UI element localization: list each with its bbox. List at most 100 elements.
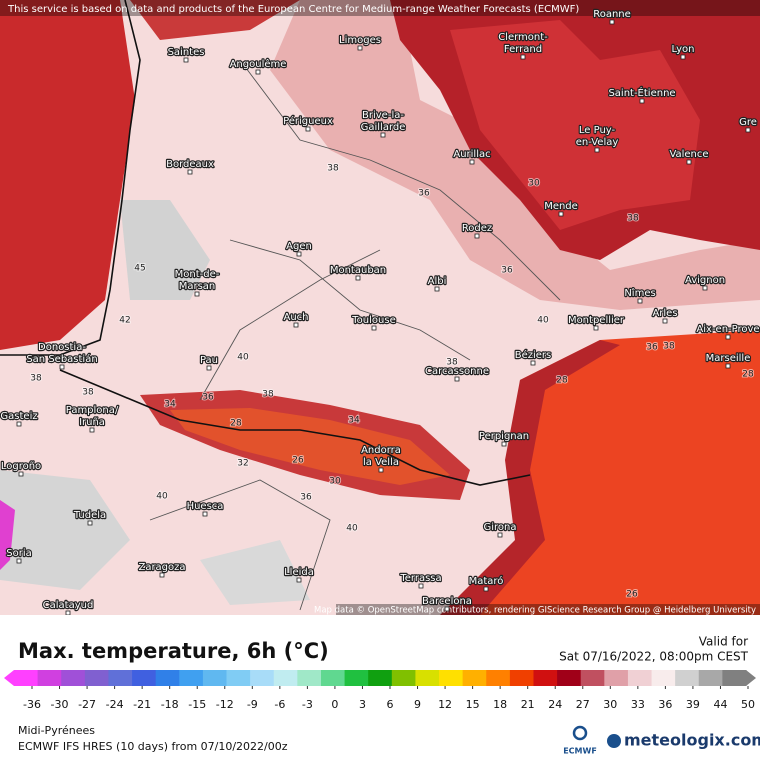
city-label: Nîmes	[624, 287, 655, 299]
city-marker	[187, 169, 193, 175]
city-marker	[418, 583, 424, 589]
contour-label: 30	[329, 477, 341, 487]
city-marker	[357, 45, 363, 51]
city-label: Logroño	[1, 461, 41, 472]
city-label: Pamplona/	[66, 405, 119, 416]
city-label: Gaillarde	[361, 122, 406, 133]
colorbar-tick-label: -27	[78, 698, 96, 711]
colorbar-cell	[462, 670, 487, 686]
colorbar-tick-label: 36	[658, 698, 672, 711]
city-label: la Vella	[363, 457, 399, 468]
brand-icon	[607, 734, 621, 748]
contour-label: 26	[292, 456, 304, 466]
colorbar-tick-label: -6	[274, 698, 285, 711]
contour-label: 28	[556, 376, 568, 386]
legend: Max. temperature, 6h (°C) Valid for Sat …	[4, 635, 760, 756]
colorbar-tick-label: 44	[713, 698, 727, 711]
colorbar-cell	[604, 670, 629, 686]
city-marker	[497, 532, 503, 538]
city-marker	[16, 558, 22, 564]
colorbar-tick-label: 50	[741, 698, 755, 711]
city-label: Carcassonne	[425, 366, 489, 377]
colorbar-cell	[368, 670, 393, 686]
contour-label: 40	[237, 353, 249, 363]
city-label: en-Velay	[576, 137, 619, 148]
city-marker	[296, 251, 302, 257]
city-marker	[594, 147, 600, 153]
contour-label: 45	[134, 264, 145, 274]
city-label: Mataró	[469, 575, 504, 587]
city-label: Aix-en-Prove	[696, 324, 759, 335]
city-marker	[725, 334, 731, 340]
colorbar-cell	[61, 670, 86, 686]
city-marker	[378, 467, 384, 473]
city-marker	[558, 211, 564, 217]
city-marker	[89, 427, 95, 433]
city-label: Terrassa	[399, 573, 441, 584]
city-label: Andorra	[361, 445, 401, 456]
colorbar-tick-label: -36	[23, 698, 41, 711]
city-label: Marseille	[706, 353, 751, 364]
north-hot	[0, 0, 300, 40]
colorbar-tick-label: 39	[686, 698, 700, 711]
city-marker	[593, 325, 599, 331]
city-marker	[530, 360, 536, 366]
colorbar-cell	[250, 670, 275, 686]
contour-label: 30	[528, 179, 540, 189]
colorbar-tick-label: -9	[247, 698, 258, 711]
colorbar-tick-label: -3	[302, 698, 313, 711]
city-label: Auch	[283, 312, 308, 323]
city-label: Montauban	[330, 265, 386, 276]
city-label: Rodez	[462, 223, 492, 234]
city-marker	[609, 19, 615, 25]
colorbar-cell	[533, 670, 558, 686]
colorbar-tick-label: 9	[414, 698, 421, 711]
colorbar-tick-label: 0	[331, 698, 338, 711]
colorbar-cell	[627, 670, 653, 686]
legend-title: Max. temperature, 6h (°C)	[18, 639, 329, 663]
colorbar-tick-label: 33	[631, 698, 645, 711]
colorbar-cell	[439, 670, 464, 686]
contour-label: 40	[346, 524, 358, 534]
city-label: Huesca	[187, 501, 224, 512]
contour-label: 28	[742, 370, 754, 380]
colorbar-tick-label: -24	[106, 698, 124, 711]
colorbar-tick-label: 21	[521, 698, 535, 711]
contour-label: 38	[82, 388, 94, 398]
city-marker	[65, 610, 71, 615]
colorbar-tick-label: -15	[188, 698, 206, 711]
contour-label: 28	[230, 419, 242, 429]
pyrenees-core	[170, 408, 450, 485]
colorbar-cell	[132, 670, 157, 686]
contour-label: 36	[501, 266, 513, 276]
city-label: Béziers	[515, 349, 552, 361]
contour-label: 36	[418, 189, 430, 199]
city-marker	[255, 69, 261, 75]
contour-label: 40	[537, 316, 549, 326]
contour-label: 38	[262, 390, 274, 400]
contour-label: 38	[30, 374, 42, 384]
colorbar-tick-label: 27	[576, 698, 590, 711]
city-label: Ferrand	[504, 44, 542, 55]
valid-time: Sat 07/16/2022, 08:00pm CEST	[559, 650, 749, 664]
city-marker	[662, 318, 668, 324]
city-label: Aurillac	[453, 149, 490, 160]
city-label: Roanne	[593, 9, 631, 20]
city-label: Saintes	[168, 47, 205, 58]
city-marker	[725, 363, 731, 369]
city-marker	[474, 233, 480, 239]
colorbar-cell	[84, 670, 109, 686]
city-marker	[434, 286, 440, 292]
colorbar-cell	[273, 670, 298, 686]
city-marker	[159, 572, 165, 578]
contour-label: 32	[237, 459, 248, 469]
colorbar-cell	[415, 670, 440, 686]
colorbar-cell	[297, 670, 322, 686]
city-marker	[380, 132, 386, 138]
model: ECMWF IFS HRES (10 days) from 07/10/2022…	[18, 740, 288, 753]
city-label: Le Puy-	[579, 125, 616, 136]
colorbar-cell	[14, 670, 39, 686]
city-label: Gre	[739, 117, 757, 128]
ocean-hot	[0, 0, 135, 350]
colorbar-tick-label: 18	[493, 698, 507, 711]
